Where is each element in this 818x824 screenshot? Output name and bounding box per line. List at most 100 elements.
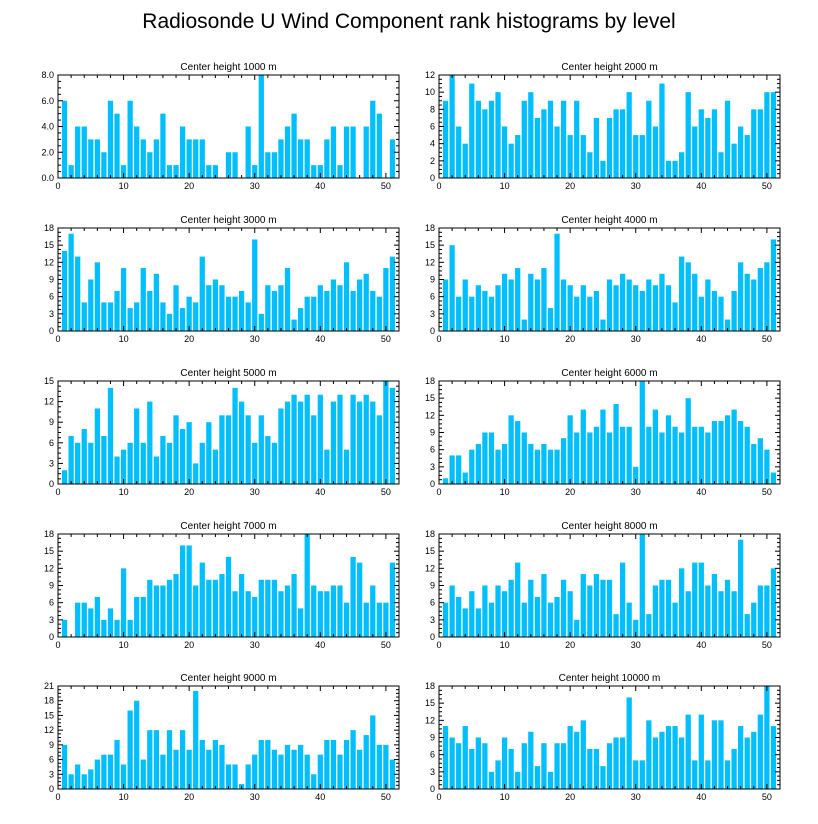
x-tick-label: 10 (500, 487, 510, 497)
x-tick-label: 10 (119, 181, 129, 191)
bar (304, 754, 310, 789)
bar (488, 432, 495, 484)
figure-title: Radiosonde U Wind Component rank histogr… (142, 10, 676, 33)
y-tick-label: 18 (425, 223, 435, 233)
x-tick-label: 0 (436, 334, 441, 344)
bar (626, 92, 632, 178)
bar (173, 285, 179, 331)
bar (600, 160, 606, 178)
x-tick-label: 50 (381, 640, 391, 650)
x-tick-label: 0 (55, 640, 60, 650)
bar (147, 290, 153, 331)
bar (633, 760, 639, 789)
bar (88, 769, 94, 789)
bar (298, 308, 304, 331)
bar (528, 443, 534, 484)
bar (501, 126, 508, 178)
y-tick-label: 18 (425, 681, 435, 691)
bar (541, 743, 547, 789)
bar (311, 165, 317, 179)
bar (495, 585, 501, 637)
bar (639, 381, 645, 484)
bar (75, 126, 81, 178)
bar (462, 608, 468, 637)
bar (757, 438, 763, 484)
bar (547, 308, 554, 331)
bar (442, 279, 449, 331)
bar (166, 442, 173, 484)
bar (600, 766, 606, 789)
bar (751, 279, 757, 331)
bar (646, 279, 652, 331)
y-tick-label: 12 (425, 257, 435, 267)
bar (363, 126, 369, 178)
bar (370, 585, 376, 637)
bar (291, 749, 297, 789)
bar (160, 302, 166, 331)
bar (652, 585, 659, 637)
x-tick-label: 0 (436, 487, 441, 497)
y-tick-label: 9 (430, 581, 435, 591)
bar (574, 619, 580, 637)
bar (298, 608, 304, 637)
bar (265, 152, 271, 178)
bar (547, 602, 554, 637)
bar (449, 737, 455, 789)
bar (238, 401, 245, 484)
bar (245, 764, 251, 789)
bar (173, 165, 179, 179)
bar (508, 415, 514, 484)
x-tick-label: 20 (184, 640, 194, 650)
bar (659, 83, 665, 178)
panel-title: Center height 9000 m (180, 673, 276, 684)
bar (114, 290, 120, 331)
x-tick-label: 50 (762, 640, 772, 650)
panel-title: Center height 6000 m (561, 368, 657, 379)
bar (186, 545, 192, 637)
bar (764, 92, 770, 178)
bar (685, 714, 691, 789)
y-tick-label: 12 (425, 410, 435, 420)
bar (672, 726, 678, 789)
bar (81, 774, 87, 789)
y-tick-label: 2 (430, 156, 435, 166)
bar (298, 744, 304, 789)
bar (140, 139, 146, 179)
bar (376, 415, 382, 484)
bar (456, 455, 462, 484)
x-tick-label: 40 (696, 792, 706, 802)
bar (252, 754, 258, 789)
bar (475, 285, 481, 331)
bar (134, 302, 140, 331)
bar (679, 432, 685, 484)
bar (337, 585, 343, 637)
bar (252, 165, 258, 179)
bar (619, 737, 626, 789)
bar (258, 415, 264, 484)
bar (61, 619, 68, 637)
bar (317, 165, 323, 179)
bar (389, 139, 396, 179)
bar (311, 296, 317, 331)
bar (705, 760, 711, 789)
bar (75, 442, 81, 484)
bar (659, 731, 665, 789)
y-tick-label: 18 (44, 223, 54, 233)
bar (94, 596, 100, 637)
bar (370, 401, 376, 484)
bar (101, 754, 107, 789)
bar (107, 754, 114, 789)
bar (580, 720, 586, 789)
bar (258, 579, 264, 637)
bar (718, 152, 724, 178)
bar (692, 126, 698, 178)
y-tick-label: 3 (430, 767, 435, 777)
bar (258, 313, 264, 331)
bar (705, 432, 711, 484)
bar (389, 387, 396, 484)
bar (291, 319, 297, 331)
y-tick-label: 9 (49, 417, 54, 427)
bar (258, 75, 264, 178)
bar (705, 279, 711, 331)
bar (61, 744, 68, 789)
